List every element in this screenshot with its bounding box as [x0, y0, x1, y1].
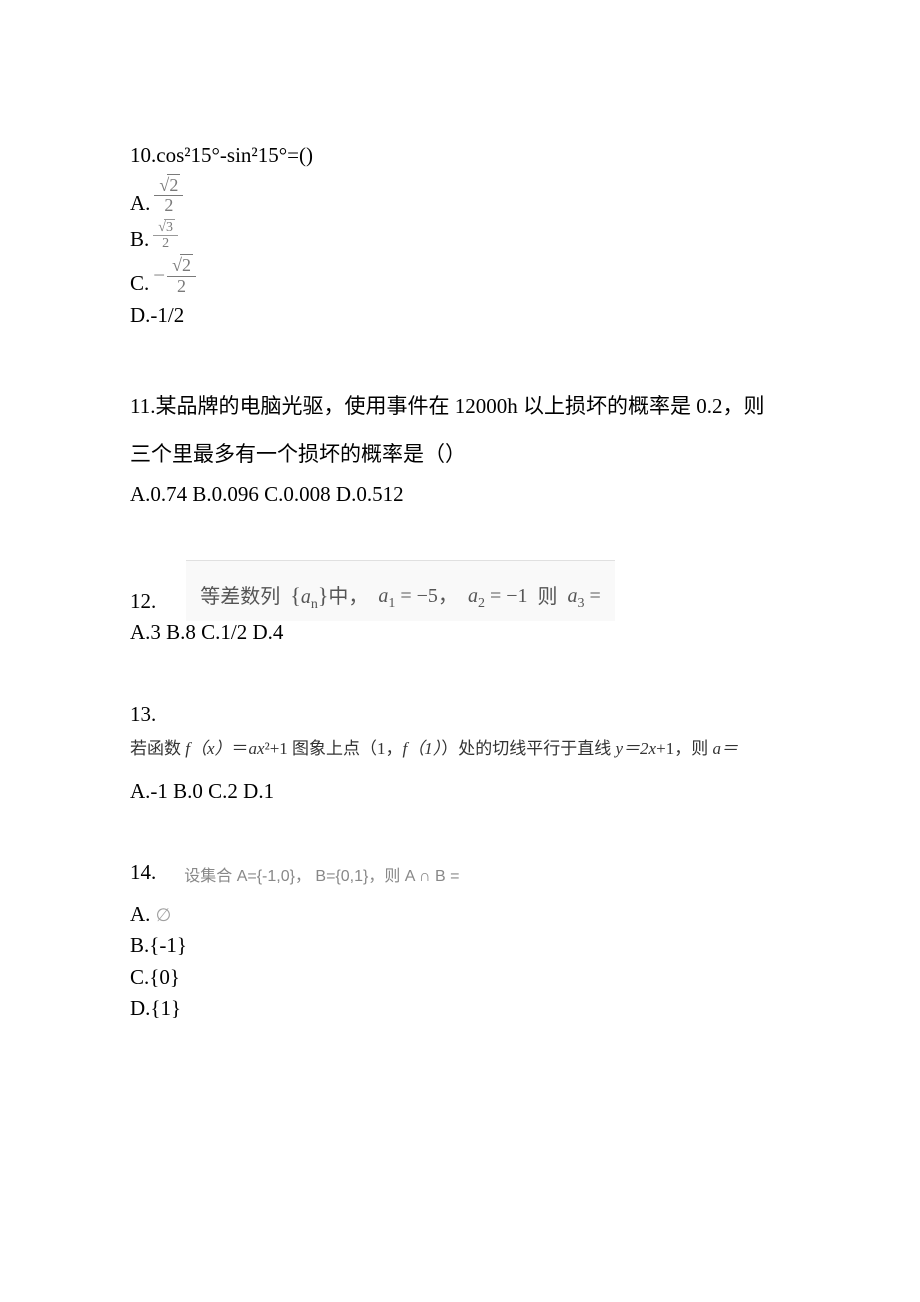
question-number: 13.	[130, 699, 790, 731]
q11-line2: 三个里最多有一个损坏的概率是（）	[130, 430, 790, 478]
q11-line1: 11.某品牌的电脑光驱，使用事件在 12000h 以上损坏的概率是 0.2，则	[130, 382, 790, 430]
q14-stem: 设集合 A={-1,0}， B={0,1}，则 A ∩ B =	[184, 865, 459, 889]
q12-options: A.3 B.8 C.1/2 D.4	[130, 617, 790, 649]
q14-option-c: C.{0}	[130, 962, 790, 994]
q13-stem: 若函数 f（x）＝ax²+1 图象上点（1，f（1））处的切线平行于直线 y＝2…	[130, 736, 790, 762]
option-letter: C.	[130, 271, 149, 296]
q10-option-d: D.-1/2	[130, 300, 790, 332]
question-14: 14. 设集合 A={-1,0}， B={0,1}，则 A ∩ B = A. ∅…	[130, 857, 790, 1025]
document-page: 10.cos²15°-sin²15°=() A. 2 2 B. 3 2 C. −…	[0, 0, 920, 1175]
q11-options: A.0.74 B.0.096 C.0.008 D.0.512	[130, 479, 790, 511]
question-number: 12.	[130, 586, 156, 618]
q14-stem-row: 14. 设集合 A={-1,0}， B={0,1}，则 A ∩ B =	[130, 857, 790, 889]
q14-option-a: A. ∅	[130, 899, 790, 931]
fraction-icon: 3 2	[153, 220, 178, 252]
q12-stem-row: 12. 等差数列 {an}中， a1 = −5， a2 = −1 则 a3 =	[130, 560, 790, 617]
q10-option-b: B. 3 2	[130, 220, 790, 252]
q14-option-b: B.{-1}	[130, 930, 790, 962]
q13-options: A.-1 B.0 C.2 D.1	[130, 776, 790, 808]
negative-fraction: − 2 2	[153, 256, 196, 297]
q10-stem: 10.cos²15°-sin²15°=()	[130, 140, 790, 172]
question-10: 10.cos²15°-sin²15°=() A. 2 2 B. 3 2 C. −…	[130, 140, 790, 332]
question-13: 13. 若函数 f（x）＝ax²+1 图象上点（1，f（1））处的切线平行于直线…	[130, 699, 790, 808]
emptyset-icon: ∅	[156, 905, 172, 925]
q14-option-d: D.{1}	[130, 993, 790, 1025]
question-11: 11.某品牌的电脑光驱，使用事件在 12000h 以上损坏的概率是 0.2，则 …	[130, 382, 790, 510]
q10-option-c: C. − 2 2	[130, 256, 790, 297]
q10-option-a: A. 2 2	[130, 176, 790, 217]
q12-math-panel: 等差数列 {an}中， a1 = −5， a2 = −1 则 a3 =	[186, 560, 615, 621]
fraction-icon: 2 2	[167, 256, 196, 297]
question-number: 14.	[130, 857, 156, 889]
question-12: 12. 等差数列 {an}中， a1 = −5， a2 = −1 则 a3 = …	[130, 560, 790, 649]
option-letter: A.	[130, 191, 150, 216]
option-letter: B.	[130, 227, 149, 252]
fraction-icon: 2 2	[154, 176, 183, 217]
